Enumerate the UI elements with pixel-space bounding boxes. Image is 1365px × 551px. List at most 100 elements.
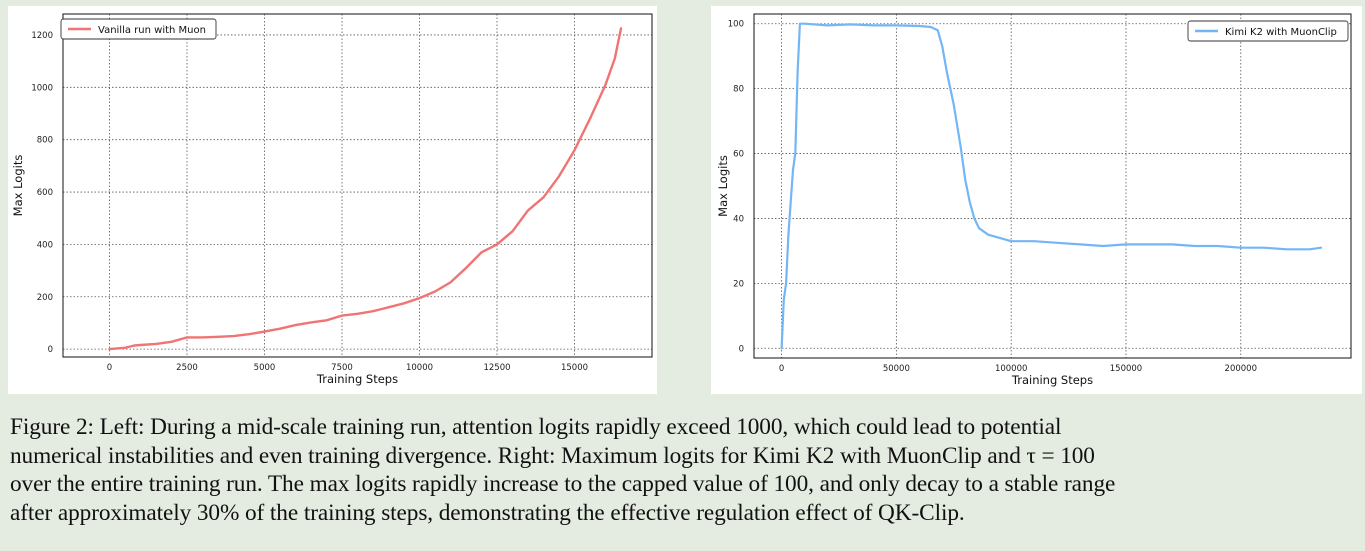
data-point (953, 104, 955, 106)
y-tick-label: 600 (37, 188, 53, 198)
data-point (232, 335, 235, 337)
data-point (1217, 245, 1219, 247)
left-chart: 0 200 400 600 800 1000 1200 0 2500 5000 7500 10000 1… (11, 13, 653, 386)
data-point (542, 196, 545, 198)
data-point (1286, 248, 1288, 250)
left-chart-panel: 0 200 400 600 800 1000 1200 0 2500 5000 7500 10000 1… (8, 6, 657, 394)
x-tick-label: 2500 (176, 363, 198, 373)
data-point (387, 306, 390, 308)
data-point (1033, 240, 1035, 242)
data-point (356, 313, 359, 315)
data-point (294, 324, 297, 326)
x-tick-label: 100000 (995, 364, 1027, 374)
y-axis-label: Max Logits (716, 155, 730, 217)
right-chart-panel: 0 20 40 60 80 100 0 50000 100000 150000 200000 Trai… (711, 6, 1362, 394)
data-point (826, 24, 829, 26)
data-point (937, 29, 939, 31)
data-point (964, 178, 966, 181)
data-point (558, 175, 560, 177)
y-tick-label: 800 (37, 136, 53, 146)
y-tick-label: 0 (48, 345, 53, 355)
figure-caption: Figure 2: Left: During a mid-scale train… (10, 413, 1360, 527)
data-point (1320, 247, 1322, 249)
legend-label: Kimi K2 with MuonClip (1225, 27, 1337, 38)
data-point (248, 333, 250, 335)
data-point (969, 201, 971, 203)
data-point (449, 281, 452, 283)
data-point (785, 282, 787, 284)
x-tick-label: 200000 (1225, 364, 1257, 374)
data-point (1309, 248, 1311, 250)
data-point (941, 45, 943, 48)
data-point (987, 234, 989, 236)
data-point (403, 302, 405, 304)
x-tick-label: 0 (107, 363, 112, 373)
y-tick-label: 200 (37, 293, 53, 303)
legend-box (1187, 20, 1349, 42)
data-point (918, 25, 920, 27)
data-point (589, 118, 591, 120)
data-point (341, 315, 343, 317)
data-point (480, 251, 483, 253)
data-point (279, 328, 281, 330)
y-tick-label: 100 (728, 20, 744, 30)
data-point (1148, 243, 1150, 245)
data-point (872, 24, 874, 26)
plot-frame (62, 13, 653, 358)
data-point (201, 336, 204, 338)
x-tick-label: 7500 (331, 363, 353, 373)
data-point (604, 84, 607, 86)
data-point (372, 310, 374, 312)
caption-line-1: Figure 2: Left: During a mid-scale train… (10, 414, 1062, 440)
data-point (614, 57, 616, 60)
x-tick-label: 15000 (561, 363, 588, 373)
data-point (799, 23, 801, 25)
series-line (780, 22, 1323, 350)
data-point (573, 149, 576, 151)
data-point (999, 237, 1001, 239)
data-point (434, 290, 436, 293)
data-point (139, 344, 142, 346)
x-tick-label: 150000 (1110, 364, 1142, 374)
data-point (133, 344, 135, 347)
plot-frame (753, 13, 1352, 359)
data-point (186, 336, 188, 338)
y-tick-label: 20 (733, 279, 744, 289)
x-tick-label: 12500 (483, 363, 510, 373)
data-point (973, 217, 975, 220)
right-chart: 0 20 40 60 80 100 0 50000 100000 150000 200000 Trai… (716, 13, 1352, 387)
data-point (418, 297, 421, 299)
data-point (620, 27, 622, 29)
x-tick-label: 50000 (883, 364, 910, 374)
data-point (108, 348, 111, 350)
data-point (946, 71, 948, 73)
y-tick-label: 80 (733, 85, 744, 95)
data-point (170, 341, 173, 343)
y-axis-label: Max Logits (11, 155, 25, 217)
data-point (792, 169, 794, 171)
data-point (217, 336, 219, 338)
data-point (849, 23, 851, 25)
x-axis-label: Training Steps (316, 372, 398, 386)
legend-label: Vanilla run with Muon (98, 25, 206, 36)
y-tick-label: 400 (37, 240, 53, 250)
x-tick-label: 5000 (254, 363, 276, 373)
data-point (124, 347, 126, 349)
y-tick-label: 60 (733, 150, 744, 160)
data-point (527, 209, 529, 211)
data-point (895, 24, 897, 26)
data-point (930, 26, 932, 28)
data-point (1194, 245, 1196, 247)
y-tick-label: 1000 (31, 83, 53, 93)
data-point (1056, 242, 1058, 244)
data-point (496, 243, 498, 245)
data-point (511, 230, 514, 232)
data-point (263, 331, 266, 333)
legend-box (60, 18, 217, 40)
data-point (1171, 243, 1173, 245)
data-point (325, 319, 328, 321)
caption-line-4: after approximately 30% of the training … (10, 499, 965, 526)
data-point (1263, 247, 1265, 249)
data-point (803, 23, 806, 25)
x-tick-label: 0 (779, 364, 784, 374)
